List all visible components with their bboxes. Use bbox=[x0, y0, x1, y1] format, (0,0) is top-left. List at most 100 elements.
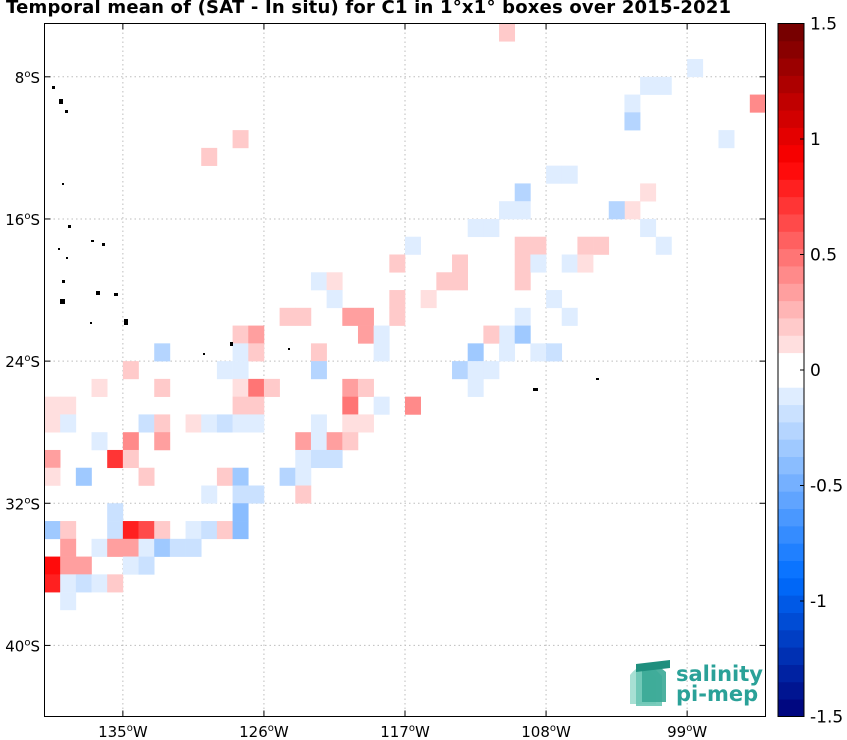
heatmap-cell bbox=[232, 396, 249, 415]
heatmap-cell bbox=[561, 165, 578, 184]
heatmap-cell bbox=[687, 59, 704, 78]
heatmap-cell bbox=[44, 449, 61, 469]
heatmap-cell bbox=[499, 23, 516, 42]
heatmap-cell bbox=[514, 325, 531, 344]
heatmap-cell bbox=[561, 254, 578, 273]
heatmap-cell bbox=[138, 414, 155, 433]
heatmap-cell bbox=[44, 521, 61, 540]
heatmap-cell bbox=[514, 183, 531, 202]
heatmap-cell bbox=[107, 449, 124, 469]
colorbar-swatch bbox=[778, 318, 804, 336]
heatmap-cell bbox=[624, 201, 641, 220]
heatmap-cell bbox=[467, 378, 484, 397]
heatmap-cell bbox=[483, 361, 500, 380]
colorbar-swatch bbox=[778, 421, 804, 440]
island-mark bbox=[533, 388, 538, 391]
heatmap-cell bbox=[216, 467, 233, 486]
colorbar-label: 0.5 bbox=[810, 246, 837, 266]
heatmap-cell bbox=[326, 432, 343, 451]
island-mark bbox=[124, 319, 128, 325]
colorbar-swatch bbox=[778, 560, 804, 579]
heatmap-cell bbox=[295, 485, 312, 504]
heatmap-cell bbox=[577, 236, 594, 255]
heatmap-cell bbox=[216, 414, 233, 433]
axis-ticks: 135oW 126oW 117oW 108oW 99oW 8oS 16oS 24oS 32oS 4… bbox=[5, 23, 766, 740]
heatmap-cell bbox=[60, 538, 77, 557]
colorbar-swatch bbox=[778, 629, 804, 648]
heatmap-cell bbox=[357, 325, 374, 344]
heatmap-cell bbox=[357, 307, 374, 326]
heatmap-cell bbox=[60, 414, 77, 433]
y-tick-label: 32oS bbox=[5, 495, 40, 513]
colorbar-swatch bbox=[778, 595, 804, 613]
heatmap-cell bbox=[655, 236, 672, 255]
heatmap-cell bbox=[60, 574, 77, 593]
heatmap-cell bbox=[185, 414, 202, 433]
heatmap-cell bbox=[514, 236, 531, 255]
colorbar-swatch bbox=[778, 110, 804, 128]
heatmap-cell bbox=[138, 467, 155, 486]
heatmap-cell bbox=[342, 378, 359, 397]
colorbar-swatch bbox=[778, 179, 804, 198]
colorbar-swatch bbox=[778, 387, 804, 406]
colorbar-swatch bbox=[778, 144, 804, 163]
colorbar-swatch bbox=[778, 300, 804, 319]
heatmap-cell bbox=[640, 218, 657, 238]
heatmap-cell bbox=[216, 361, 233, 380]
colorbar-swatch bbox=[778, 491, 804, 509]
heatmap-cell bbox=[232, 378, 249, 397]
heatmap-cell bbox=[248, 378, 265, 397]
colorbar-swatch bbox=[778, 370, 804, 388]
island-mark bbox=[102, 243, 105, 246]
island-mark bbox=[91, 240, 94, 242]
island-mark bbox=[58, 248, 60, 250]
colorbar-swatch bbox=[778, 647, 804, 665]
heatmap-cell bbox=[232, 485, 249, 504]
logo-line2: pi-mep bbox=[676, 682, 758, 706]
heatmap-cell bbox=[436, 272, 453, 291]
island-mark bbox=[60, 299, 65, 304]
colorbar-swatch bbox=[778, 127, 804, 146]
heatmap-cell bbox=[389, 254, 406, 273]
colorbar-label: -1.5 bbox=[810, 708, 843, 728]
colorbar-swatch bbox=[778, 404, 804, 423]
heatmap-cell bbox=[122, 556, 139, 575]
heatmap-cell bbox=[91, 432, 108, 451]
heatmap-cell bbox=[295, 449, 312, 469]
heatmap-cell bbox=[718, 130, 735, 149]
island-mark bbox=[65, 110, 68, 113]
heatmap-cell bbox=[154, 432, 171, 451]
heatmap-cell bbox=[608, 201, 625, 220]
heatmap-cell bbox=[279, 467, 296, 486]
heatmap-cell bbox=[467, 218, 484, 238]
heatmap-cell bbox=[232, 414, 249, 433]
heatmap-cell bbox=[107, 538, 124, 557]
salinity-pimep-logo: salinity pi-mep bbox=[630, 660, 763, 706]
heatmap-cell bbox=[60, 592, 77, 611]
heatmap-cell bbox=[577, 254, 594, 273]
heatmap-cell bbox=[107, 521, 124, 540]
heatmap-cell bbox=[201, 414, 218, 433]
colorbar-label: -0.5 bbox=[810, 477, 843, 497]
island-mark bbox=[96, 291, 100, 295]
colorbar-label: 0 bbox=[810, 361, 821, 381]
heatmap-cell bbox=[44, 396, 61, 415]
heatmap-cell bbox=[232, 503, 249, 522]
colorbar-swatch bbox=[778, 248, 804, 267]
heatmap-cell bbox=[107, 503, 124, 522]
heatmap-cell bbox=[357, 414, 374, 433]
colorbar-swatch bbox=[778, 75, 804, 94]
heatmap-cell bbox=[91, 538, 108, 557]
heatmap-cell bbox=[185, 538, 202, 557]
island-mark bbox=[90, 322, 92, 324]
island-mark bbox=[59, 99, 63, 104]
colorbar-swatch bbox=[778, 439, 804, 458]
heatmap-cell bbox=[248, 396, 265, 415]
colorbar-swatch bbox=[778, 681, 804, 700]
y-tick-label: 8oS bbox=[15, 69, 40, 87]
heatmap-cell bbox=[122, 538, 139, 557]
y-tick-label: 24oS bbox=[5, 353, 40, 371]
island-mark bbox=[62, 280, 65, 283]
heatmap-cell bbox=[310, 343, 327, 362]
island-mark bbox=[114, 293, 118, 296]
